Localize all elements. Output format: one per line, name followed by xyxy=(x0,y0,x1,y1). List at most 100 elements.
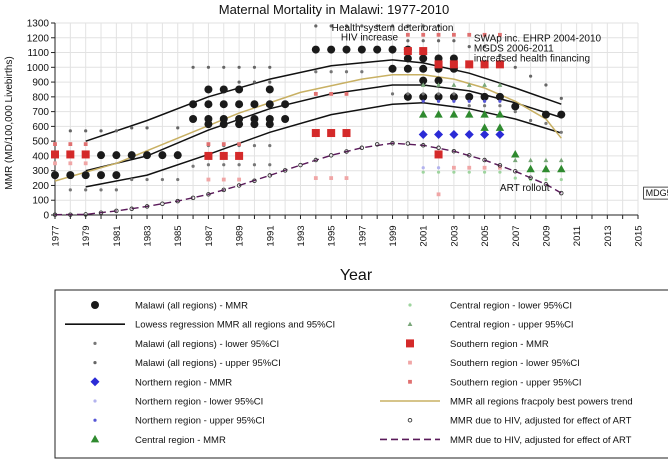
point-mmr-due-to-hiv-adjusted-for-effect-of-art xyxy=(513,169,518,174)
point-malawi-all-regions-mmr xyxy=(235,85,244,94)
point-malawi-all-regions-upper-95-ci xyxy=(237,80,241,84)
legend-box xyxy=(54,289,668,459)
point-southern-region-lower-95-ci xyxy=(482,165,487,170)
annotation-mgds: MGDS 2006-2011 xyxy=(474,43,554,54)
point-malawi-all-regions-upper-95-ci xyxy=(421,39,425,43)
trend-lines xyxy=(54,59,562,216)
point-malawi-all-regions-lower-95-ci xyxy=(498,104,502,108)
point-malawi-all-regions-lower-95-ci xyxy=(436,92,441,96)
legend-label-central-region-lower-95-ci: Central region - lower 95%CI xyxy=(450,301,572,312)
legend-symbol-southern-region-upper-95-ci xyxy=(408,379,412,384)
point-southern-region-mmr xyxy=(495,60,504,69)
point-northern-region-upper-95-ci xyxy=(436,99,441,103)
point-mmr-due-to-hiv-adjusted-for-effect-of-art xyxy=(98,210,104,216)
y-tick-label: 300 xyxy=(32,166,49,177)
legend-label-mmr-all-regions-fracpoly-best-powers-trend: MMR all regions fracpoly best powers tre… xyxy=(450,397,633,408)
point-mmr-due-to-hiv-adjusted-for-effect-of-art xyxy=(236,183,242,188)
x-tick-label: 2003 xyxy=(449,225,460,246)
point-malawi-all-regions-lower-95-ci xyxy=(222,163,226,167)
y-tick-label: 1200 xyxy=(27,33,50,44)
point-central-region-lower-95-ci xyxy=(498,170,502,174)
point-northern-region-upper-95-ci xyxy=(482,99,487,103)
point-central-region-mmr xyxy=(541,164,551,173)
point-malawi-all-regions-lower-95-ci xyxy=(252,143,257,148)
point-malawi-all-regions-upper-95-ci xyxy=(191,65,195,69)
line-mmr-all-regions-fracpoly-best-powers-trend-0 xyxy=(54,73,562,182)
point-malawi-all-regions-mmr xyxy=(235,100,244,109)
line-lowess-regression-mmr-all-regions-and-95-ci-2 xyxy=(85,84,562,172)
point-southern-region-upper-95-ci xyxy=(451,32,456,37)
point-malawi-all-regions-mmr xyxy=(250,100,259,109)
point-malawi-all-regions-upper-95-ci xyxy=(498,53,502,58)
point-southern-region-lower-95-ci xyxy=(206,177,211,182)
point-southern-region-lower-95-ci xyxy=(329,176,334,180)
point-malawi-all-regions-lower-95-ci xyxy=(406,92,410,96)
point-malawi-all-regions-lower-95-ci xyxy=(452,92,456,96)
legend-symbol-malawi-all-regions-upper-95-ci xyxy=(93,361,97,365)
point-malawi-all-regions-upper-95-ci xyxy=(237,65,241,69)
point-mmr-due-to-hiv-adjusted-for-effect-of-art xyxy=(328,153,334,158)
point-central-region-upper-95-ci xyxy=(558,157,564,163)
point-malawi-all-regions-mmr xyxy=(465,92,474,101)
annotation-art: ART rollout xyxy=(500,183,550,194)
point-mmr-due-to-hiv-adjusted-for-effect-of-art xyxy=(190,195,196,201)
point-malawi-all-regions-mmr xyxy=(235,120,244,129)
y-tick-label: 700 xyxy=(32,107,49,118)
axes: 0 100 200 300 400 500 600 700 800 900 1000 1100 1200… xyxy=(27,19,645,247)
point-malawi-all-regions-mmr xyxy=(97,171,106,180)
point-malawi-all-regions-mmr xyxy=(511,102,520,111)
point-southern-region-mmr xyxy=(419,47,428,56)
point-central-region-lower-95-ci xyxy=(421,170,425,174)
point-malawi-all-regions-mmr xyxy=(434,76,443,85)
point-southern-region-upper-95-ci xyxy=(498,32,502,37)
point-southern-region-mmr xyxy=(434,150,443,159)
point-malawi-all-regions-lower-95-ci xyxy=(360,70,364,74)
legend-label-malawi-all-regions-lower-95-ci: Malawi (all regions) - lower 95%CI xyxy=(135,339,279,350)
point-northern-region-upper-95-ci xyxy=(452,99,456,103)
point-malawi-all-regions-upper-95-ci xyxy=(559,96,563,100)
point-malawi-all-regions-mmr xyxy=(419,54,428,63)
line-lowess-regression-mmr-all-regions-and-95-ci-0 xyxy=(85,102,562,188)
point-southern-region-lower-95-ci xyxy=(221,177,226,182)
x-tick-label: 1997 xyxy=(357,225,368,246)
point-malawi-all-regions-mmr xyxy=(143,151,152,160)
point-southern-region-upper-95-ci xyxy=(83,142,88,147)
point-central-region-upper-95-ci xyxy=(528,157,534,163)
point-southern-region-mmr xyxy=(434,60,443,69)
point-malawi-all-regions-upper-95-ci xyxy=(467,45,471,49)
point-malawi-all-regions-upper-95-ci xyxy=(421,24,425,28)
point-northern-region-lower-95-ci xyxy=(421,166,425,170)
point-malawi-all-regions-mmr xyxy=(449,92,458,101)
point-northern-region-mmr xyxy=(495,130,505,140)
legend-label-northern-region-mmr: Northern region - MMR xyxy=(135,377,232,388)
point-malawi-all-regions-lower-95-ci xyxy=(390,92,395,96)
x-tick-label: 1983 xyxy=(143,225,154,246)
point-central-region-mmr xyxy=(419,110,428,118)
point-central-region-lower-95-ci xyxy=(482,170,487,174)
point-malawi-all-regions-upper-95-ci xyxy=(268,65,272,69)
point-malawi-all-regions-upper-95-ci xyxy=(99,129,103,133)
point-malawi-all-regions-mmr xyxy=(357,45,366,54)
x-tick-label: 1991 xyxy=(265,225,276,246)
point-mmr-due-to-hiv-adjusted-for-effect-of-art xyxy=(298,162,303,168)
point-southern-region-upper-95-ci xyxy=(344,91,349,96)
point-mmr-due-to-hiv-adjusted-for-effect-of-art xyxy=(206,192,211,197)
point-mmr-due-to-hiv-adjusted-for-effect-of-art xyxy=(420,143,426,148)
point-southern-region-lower-95-ci xyxy=(83,161,88,166)
point-malawi-all-regions-mmr xyxy=(419,92,428,101)
point-malawi-all-regions-mmr xyxy=(434,92,443,101)
point-mmr-due-to-hiv-adjusted-for-effect-of-art xyxy=(129,206,134,212)
x-tick-label: 2013 xyxy=(603,225,614,246)
point-malawi-all-regions-lower-95-ci xyxy=(160,177,164,182)
point-malawi-all-regions-lower-95-ci xyxy=(329,70,333,74)
annotation-swap: SWAp inc. EHRP 2004-2010 xyxy=(474,33,602,44)
legend-label-mmr-due-to-hiv-adjusted-for-effect-of-art: MMR due to HIV, adjusted for effect of A… xyxy=(450,416,632,427)
point-malawi-all-regions-lower-95-ci xyxy=(114,188,118,192)
point-malawi-all-regions-mmr xyxy=(403,92,412,101)
point-malawi-all-regions-upper-95-ci xyxy=(268,80,272,84)
point-mmr-due-to-hiv-adjusted-for-effect-of-art xyxy=(252,178,257,183)
point-central-region-mmr xyxy=(495,123,505,131)
